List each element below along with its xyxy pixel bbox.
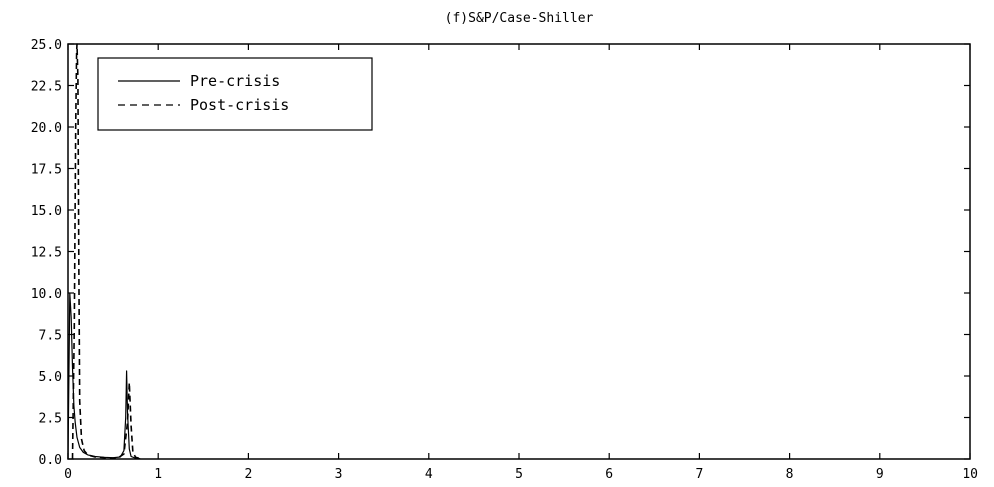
x-tick-label: 7 — [695, 467, 703, 482]
series-line-pre-crisis — [67, 292, 141, 460]
x-tick-label: 8 — [786, 467, 794, 482]
x-tick-label: 6 — [605, 467, 613, 482]
series-line-post-crisis — [71, 43, 141, 460]
series-layer — [67, 43, 141, 460]
y-tick-label: 25.0 — [31, 38, 62, 53]
x-axis: 0 1 2 3 4 5 6 7 8 9 10 — [64, 44, 978, 482]
chart-title: (f)S&P/Case-Shiller — [445, 11, 594, 26]
x-tick-label: 3 — [335, 467, 343, 482]
y-tick-label: 20.0 — [31, 121, 62, 136]
legend: Pre-crisis Post-crisis — [97, 57, 373, 131]
y-tick-label: 17.5 — [31, 163, 62, 178]
y-tick-label: 7.5 — [39, 329, 62, 344]
x-tick-label: 5 — [515, 467, 523, 482]
legend-label-post-crisis: Post-crisis — [190, 96, 289, 114]
x-tick-label: 0 — [64, 467, 72, 482]
x-tick-label: 9 — [876, 467, 884, 482]
y-tick-label: 12.5 — [31, 246, 62, 261]
y-tick-label: 0.0 — [39, 453, 62, 468]
y-tick-label: 5.0 — [39, 370, 62, 385]
y-tick-label: 22.5 — [31, 80, 62, 95]
y-axis: 0.0 2.5 5.0 7.5 10.0 12.5 15.0 17.5 20.0 22.5 25.0 — [31, 38, 970, 468]
x-tick-label: 2 — [244, 467, 252, 482]
x-tick-label: 4 — [425, 467, 433, 482]
y-tick-label: 15.0 — [31, 204, 62, 219]
x-tick-label: 10 — [962, 467, 978, 482]
legend-box — [97, 57, 373, 131]
y-tick-label: 2.5 — [39, 412, 62, 427]
x-tick-label: 1 — [154, 467, 162, 482]
legend-label-pre-crisis: Pre-crisis — [190, 72, 280, 90]
y-tick-label: 10.0 — [31, 287, 62, 302]
